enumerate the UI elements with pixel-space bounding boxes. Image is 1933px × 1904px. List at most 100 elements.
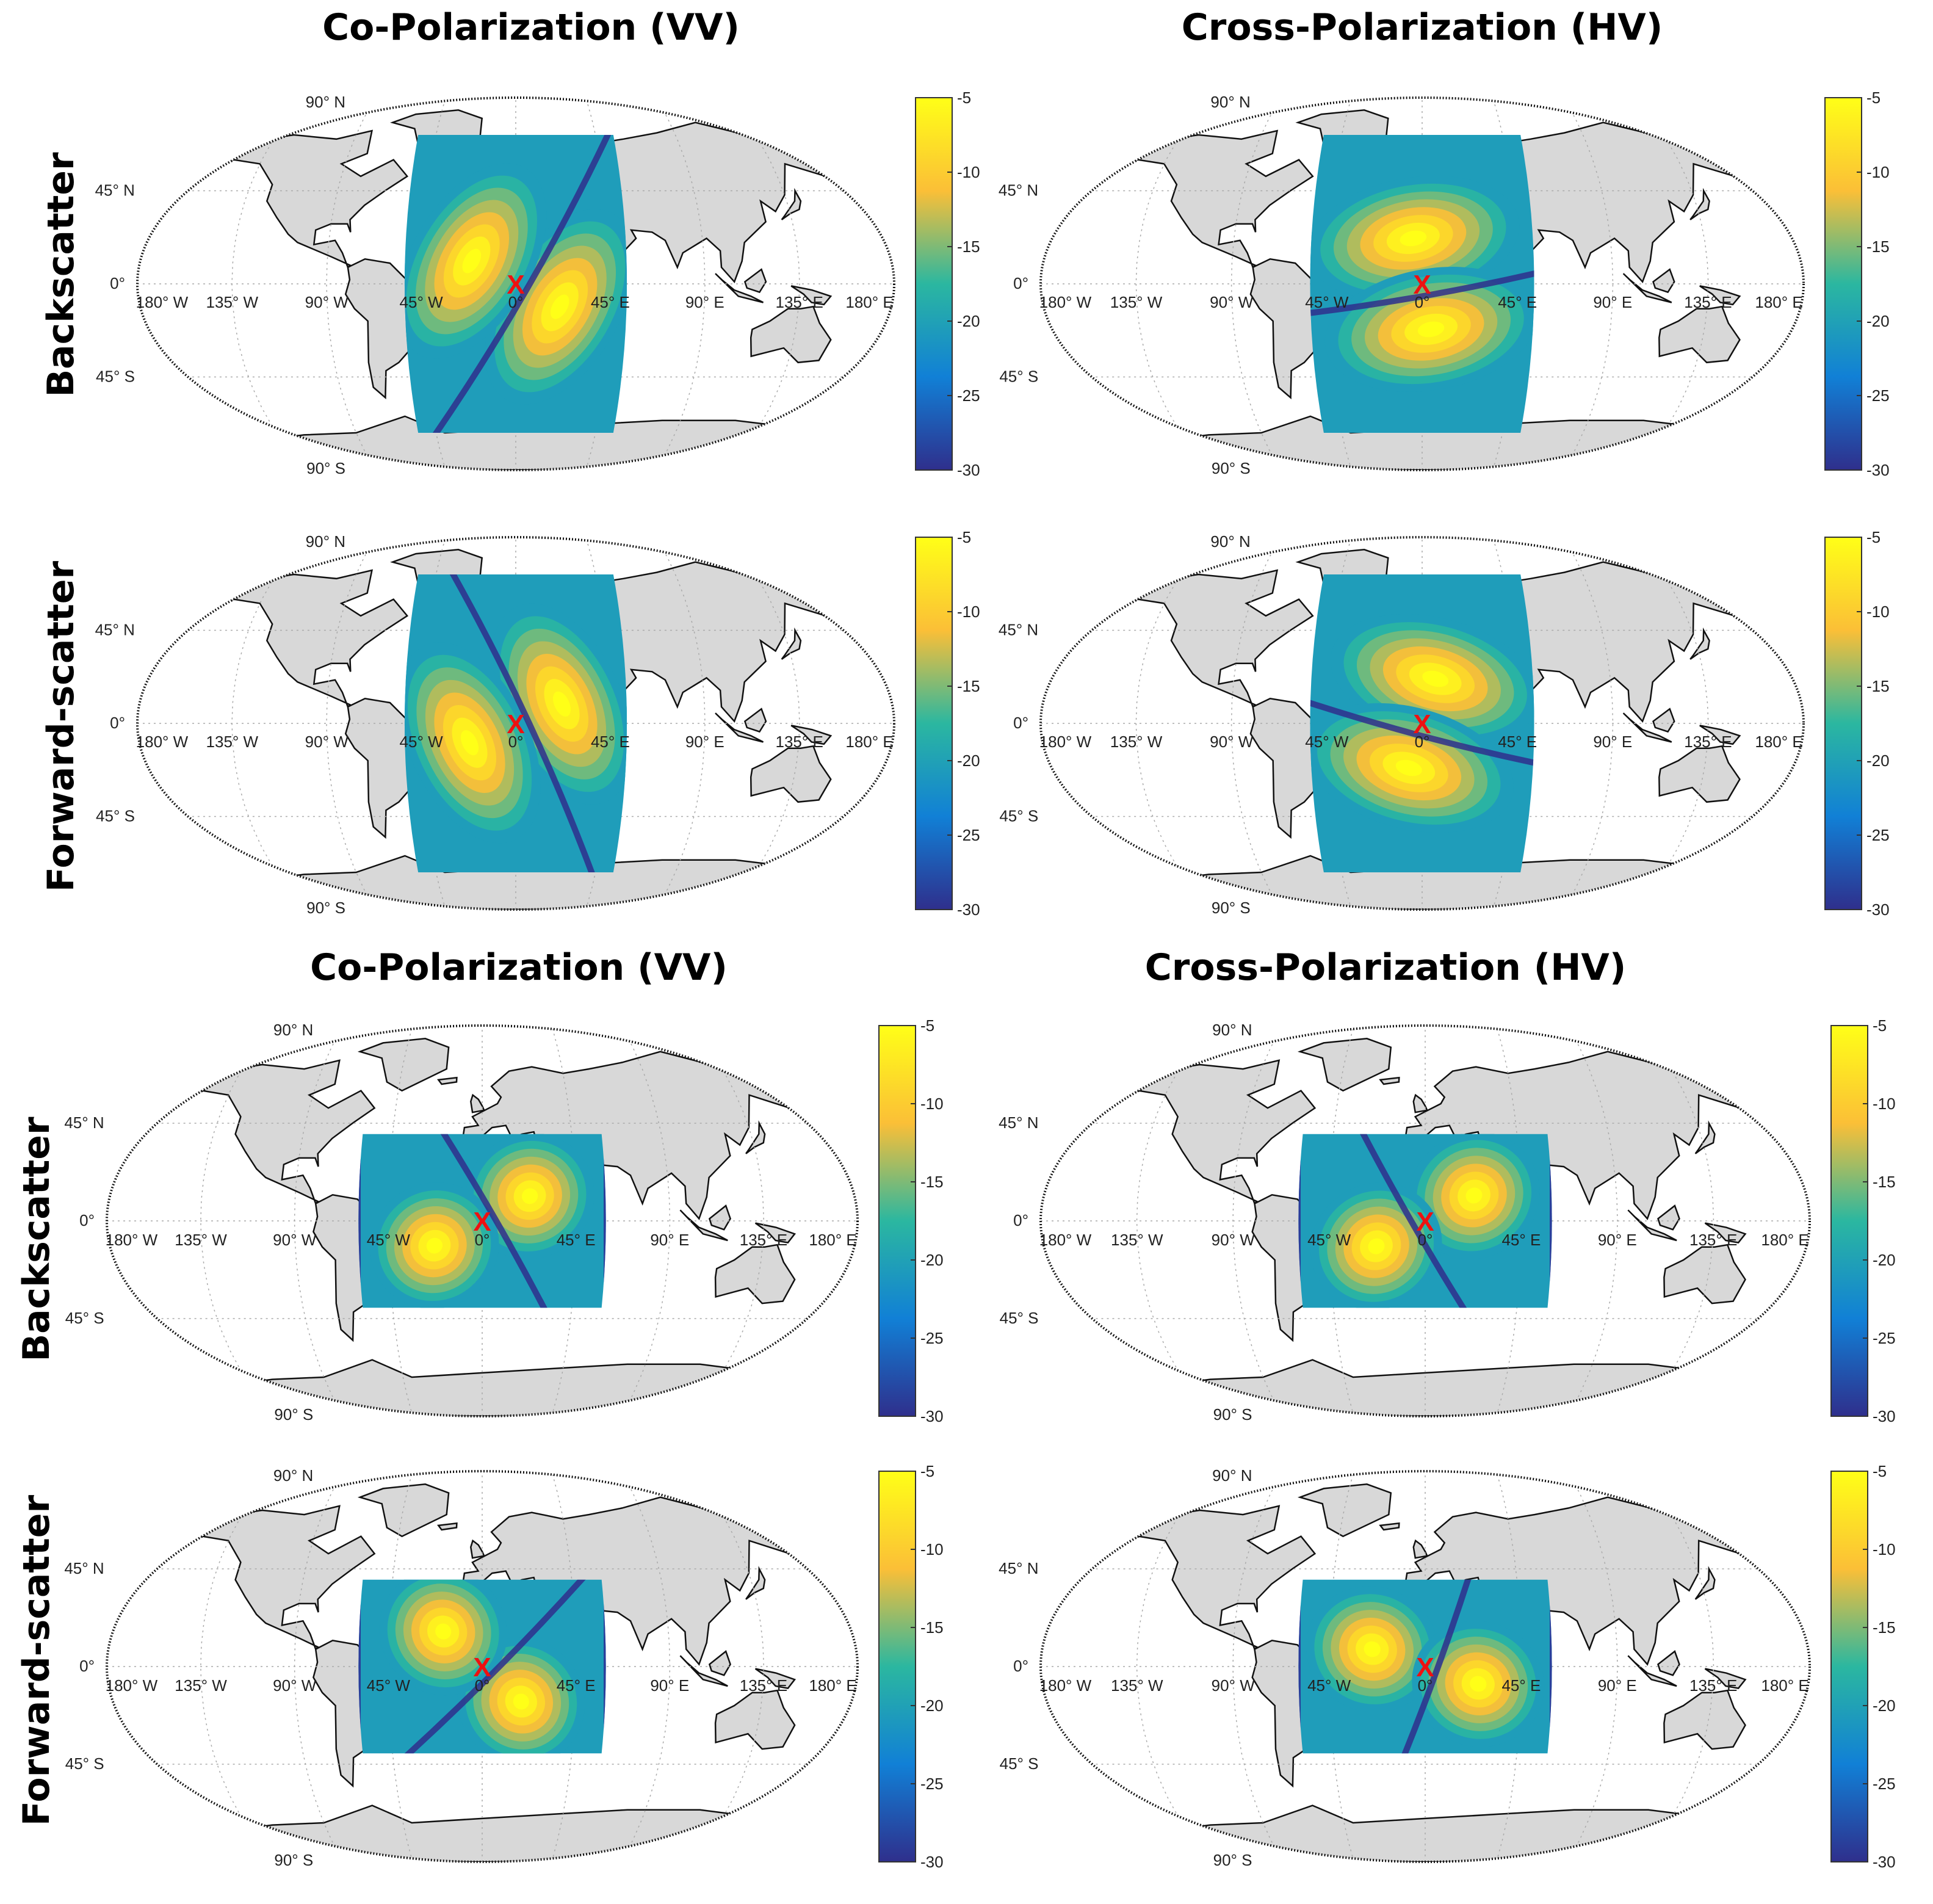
colorbar-tick-label: -15	[957, 237, 980, 256]
lobe-band	[1465, 1187, 1483, 1204]
lat-label: 90° S	[1212, 459, 1251, 477]
lon-label: 45° E	[557, 1676, 596, 1695]
land-australia	[1663, 1243, 1746, 1305]
meridian	[388, 1471, 413, 1862]
lon-label: 90° E	[650, 1676, 689, 1695]
colorbar-tick-label: -5	[957, 89, 971, 107]
null-line	[1298, 1134, 1552, 1308]
center-marker: X	[1413, 709, 1431, 739]
lobe-band	[462, 248, 482, 273]
lon-label: 135° E	[776, 733, 823, 751]
lon-label: 135° E	[740, 1676, 787, 1695]
land-borneo	[708, 1650, 731, 1676]
lat-label: 45° S	[999, 807, 1038, 825]
row-label-forward-upper: Forward-scatter	[40, 560, 82, 892]
lat-label: 45° S	[96, 367, 135, 386]
lon-label: 0°	[475, 1676, 490, 1695]
lon-label: 45° W	[400, 293, 444, 311]
lon-label: 135° E	[740, 1231, 787, 1249]
land-borneo	[743, 708, 767, 733]
colorbar-tick-label: -25	[1873, 1329, 1896, 1347]
lon-label: 180° E	[809, 1676, 856, 1695]
lon-label: 90° E	[1598, 1676, 1637, 1695]
land-indonesia	[679, 1209, 728, 1242]
col-title-vv-lower: Co-Polarization (VV)	[310, 946, 728, 989]
lobe-band	[426, 1237, 443, 1254]
colorbar-tick-label: -5	[1873, 1016, 1887, 1035]
lon-label: 45° E	[1498, 293, 1537, 311]
lon-label: 135° W	[1110, 733, 1163, 751]
colorbar-tick-label: -20	[1866, 751, 1890, 770]
colorbar	[1830, 1471, 1868, 1862]
meridian	[1328, 1471, 1354, 1862]
colorbar-tick-label: -20	[920, 1251, 944, 1269]
land-uk	[470, 1093, 485, 1113]
colorbar-tick-label: -25	[1873, 1775, 1896, 1793]
lon-label: 90° W	[305, 733, 349, 751]
lon-label: 90° W	[1212, 1231, 1256, 1249]
row-label-backscatter-upper: Backscatter	[40, 152, 82, 397]
meridian	[1496, 1471, 1522, 1862]
land-uk	[1412, 1539, 1428, 1559]
lon-label: 180° W	[1039, 293, 1092, 311]
map-outline	[136, 536, 895, 911]
swath	[1310, 574, 1534, 872]
land-indonesia	[1622, 273, 1672, 303]
colorbar-tick-label: -10	[957, 163, 980, 181]
lon-label: 135° E	[1684, 293, 1732, 311]
map-panel-cross-pol-forward-upper: 90° N 45° N 0° 45° S 90° S 180° W 135° W 90° W 4…	[999, 528, 1890, 919]
land-australia	[1658, 305, 1741, 364]
lon-label: 90° W	[1212, 1676, 1256, 1695]
lat-label: 90° N	[273, 1466, 313, 1485]
lat-label: 90° N	[1210, 93, 1250, 111]
row-label-forward-lower: Forward-scatter	[15, 1494, 58, 1826]
null-line	[415, 574, 616, 872]
colorbar-tick-label: -25	[920, 1329, 944, 1347]
swath-edge-left	[1298, 1134, 1301, 1308]
lat-label: 45° N	[95, 621, 135, 639]
land-iceland	[437, 1522, 458, 1531]
swath-edge-right	[1550, 1579, 1552, 1754]
meridian	[551, 1026, 577, 1416]
land-indonesia	[1622, 712, 1672, 743]
lon-label: 0°	[475, 1231, 490, 1249]
map-panel-cross-pol-forward-lower: 90° N 45° N 0° 45° S 90° S 180° W 135° W 90° W 4…	[999, 1462, 1896, 1871]
col-title-vv-upper: Co-Polarization (VV)	[322, 6, 740, 49]
center-marker: X	[1416, 1652, 1434, 1682]
lat-label: 90° N	[273, 1021, 313, 1039]
meridian	[200, 1026, 274, 1416]
land-new-guinea	[1704, 1668, 1747, 1689]
meridian	[200, 1471, 274, 1862]
null-line	[1310, 240, 1534, 328]
lon-label: 135° W	[1110, 293, 1163, 311]
colorbar-tick-label: -20	[957, 751, 980, 770]
land-australia	[750, 305, 832, 364]
lon-label: 180° W	[1039, 733, 1092, 751]
lon-label: 90° E	[1593, 293, 1632, 311]
lon-label: 90° E	[1593, 733, 1632, 751]
lon-label: 90° W	[1210, 733, 1254, 751]
colorbar-tick-label: -10	[1873, 1095, 1896, 1113]
meridian	[1328, 1026, 1354, 1416]
lon-label: 45° E	[591, 293, 630, 311]
lat-label: 0°	[1013, 1211, 1028, 1229]
lon-label: 90° W	[305, 293, 349, 311]
colorbar-tick-label: -20	[1873, 1251, 1896, 1269]
lon-label: 180° E	[1755, 733, 1802, 751]
lon-label: 180° W	[106, 1231, 158, 1249]
land-uk	[1412, 1093, 1428, 1113]
land-new-guinea	[1704, 1222, 1747, 1243]
land-australia	[1658, 745, 1741, 803]
land-japan	[1694, 1566, 1716, 1600]
colorbar-tick-label: -5	[920, 1016, 934, 1035]
lat-label: 0°	[79, 1211, 95, 1229]
colorbar-tick-label: -20	[957, 312, 980, 330]
lon-label: 180° E	[1761, 1676, 1808, 1695]
col-title-hv-upper: Cross-Polarization (HV)	[1181, 6, 1663, 49]
map-panel-cross-pol-backscatter-upper: 90° N 45° N 0° 45° S 90° S 180° W 135° W 90° W 4…	[999, 89, 1890, 479]
land-borneo	[743, 268, 767, 294]
colorbar-tick-label: -15	[1873, 1173, 1896, 1191]
center-marker: X	[473, 1207, 491, 1237]
lon-label: 45° E	[1498, 733, 1537, 751]
lon-label: 180° E	[1755, 293, 1802, 311]
